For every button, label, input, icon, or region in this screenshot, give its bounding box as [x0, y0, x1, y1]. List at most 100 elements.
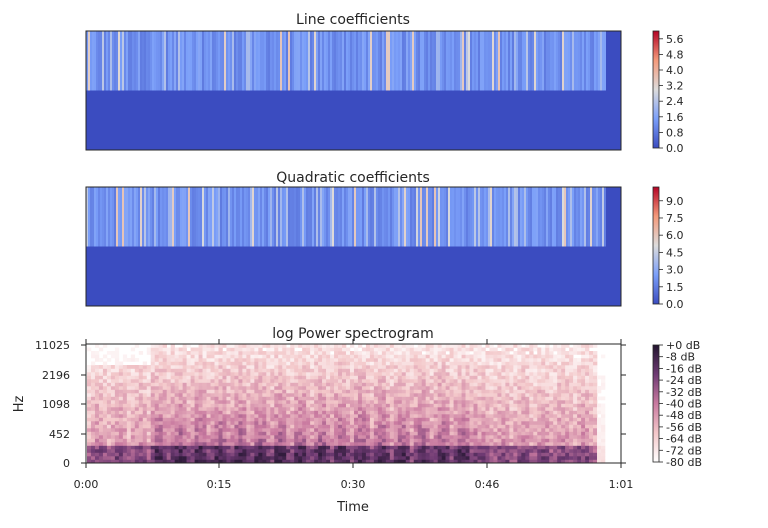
spectrogram-cell — [357, 431, 363, 436]
spectrogram-cell — [294, 403, 299, 408]
spectrogram-cell — [310, 347, 315, 352]
spectrogram-cell — [537, 375, 542, 380]
spectrogram-cell — [513, 351, 518, 355]
spectrogram-cell — [517, 414, 522, 418]
spectrogram-cell — [365, 386, 371, 390]
spectrogram-cell — [98, 393, 104, 397]
spectrogram-cell — [178, 396, 183, 401]
spectrogram-cell — [166, 421, 171, 425]
spectrogram-cell — [226, 354, 231, 359]
spectrogram-cell — [409, 424, 415, 429]
spectrogram-cell — [529, 403, 534, 408]
heatmap-cell — [350, 31, 353, 91]
spectrogram-cell — [250, 358, 255, 362]
heatmap-cell — [356, 187, 359, 247]
spectrogram-cell — [206, 428, 211, 432]
spectrogram-cell — [186, 368, 191, 373]
spectrogram-cell — [457, 456, 462, 460]
spectrogram-cell — [553, 361, 558, 366]
spectrogram-cell — [126, 407, 132, 411]
spectrogram-cell — [369, 414, 375, 418]
spectrogram-cell — [210, 445, 215, 450]
spectrogram-cell — [553, 354, 558, 359]
spectrogram-cell — [210, 347, 215, 352]
spectrogram-cell — [461, 421, 466, 425]
heatmap-cell — [240, 187, 243, 247]
spectrogram-cell — [373, 417, 379, 422]
x-tick-label: 0:46 — [475, 478, 500, 491]
spectrogram-cell — [549, 407, 554, 411]
heatmap-cell — [224, 187, 227, 247]
spectrogram-cell — [465, 442, 470, 446]
spectrogram-cell — [561, 382, 566, 387]
spectrogram-cell — [286, 456, 291, 460]
spectrogram-cell — [393, 389, 399, 394]
spectrogram-cell — [353, 361, 359, 366]
spectrogram-cell — [449, 421, 454, 425]
spectrogram-cell — [369, 393, 375, 397]
spectrogram-cell — [429, 431, 434, 436]
spectrogram-cell — [174, 442, 179, 446]
heatmap-cell — [128, 31, 131, 91]
spectrogram-cell — [266, 344, 271, 348]
spectrogram-cell — [290, 368, 295, 373]
spectrogram-cell — [389, 354, 395, 359]
spectrogram-cell — [509, 410, 514, 415]
spectrogram-cell — [449, 393, 454, 397]
spectrogram-cell — [166, 428, 171, 432]
spectrogram-cell — [585, 452, 590, 457]
spectrogram-cell — [577, 393, 582, 397]
spectrogram-cell — [222, 435, 227, 439]
spectrogram-cell — [521, 449, 526, 453]
spectrogram-cell — [565, 424, 570, 429]
spectrogram-cell — [90, 424, 96, 429]
spectrogram-cell — [178, 368, 183, 373]
spectrogram-cell — [485, 449, 490, 453]
heatmap-cell — [132, 31, 135, 91]
spectrogram-cell — [222, 344, 227, 348]
spectrogram-cell — [226, 372, 231, 376]
spectrogram-cell — [485, 431, 490, 436]
quadratic-coefficients-colorbar: 0.01.53.04.56.07.59.0 — [652, 186, 684, 311]
spectrogram-cell — [158, 344, 163, 348]
spectrogram-cell — [330, 393, 335, 397]
heatmap-cell — [290, 187, 293, 247]
spectrogram-cell — [302, 375, 307, 380]
spectrogram-cell — [122, 421, 128, 425]
spectrogram-cell — [353, 400, 359, 404]
colorbar-tick-label: 9.0 — [666, 195, 684, 208]
spectrogram-cell — [198, 428, 203, 432]
spectrogram-cell — [381, 382, 387, 387]
spectrogram-cell — [533, 389, 538, 394]
spectrogram-cell — [162, 459, 167, 464]
heatmap-cell — [516, 187, 519, 247]
spectrogram-cell — [266, 407, 271, 411]
spectrogram-cell — [290, 428, 295, 432]
spectrogram-cell — [509, 344, 514, 348]
spectrogram-cell — [298, 452, 303, 457]
spectrogram-cell — [549, 396, 554, 401]
spectrogram-cell — [469, 386, 474, 390]
spectrogram-cell — [138, 372, 144, 376]
spectrogram-cell — [202, 428, 207, 432]
spectrogram-cell — [401, 424, 407, 429]
spectrogram-cell — [509, 393, 514, 397]
spectrogram-cell — [581, 393, 586, 397]
spectrogram-cell — [421, 403, 426, 408]
spectrogram-cell — [270, 421, 275, 425]
spectrogram-cell — [573, 421, 578, 425]
spectrogram-cell — [250, 347, 255, 352]
spectrogram-cell — [425, 354, 430, 359]
spectrogram-cell — [250, 417, 255, 422]
spectrogram-cell — [465, 358, 470, 362]
spectrogram-cell — [509, 354, 514, 359]
spectrogram-cell — [246, 435, 251, 439]
spectrogram-cell — [413, 358, 419, 362]
spectrogram-cell — [182, 435, 187, 439]
spectrogram-cell — [90, 421, 96, 425]
spectrogram-cell — [186, 442, 191, 446]
spectrogram-cell — [349, 386, 355, 390]
spectrogram-cell — [405, 344, 411, 348]
heatmap-cell — [510, 187, 513, 247]
spectrogram-cell — [94, 344, 100, 348]
